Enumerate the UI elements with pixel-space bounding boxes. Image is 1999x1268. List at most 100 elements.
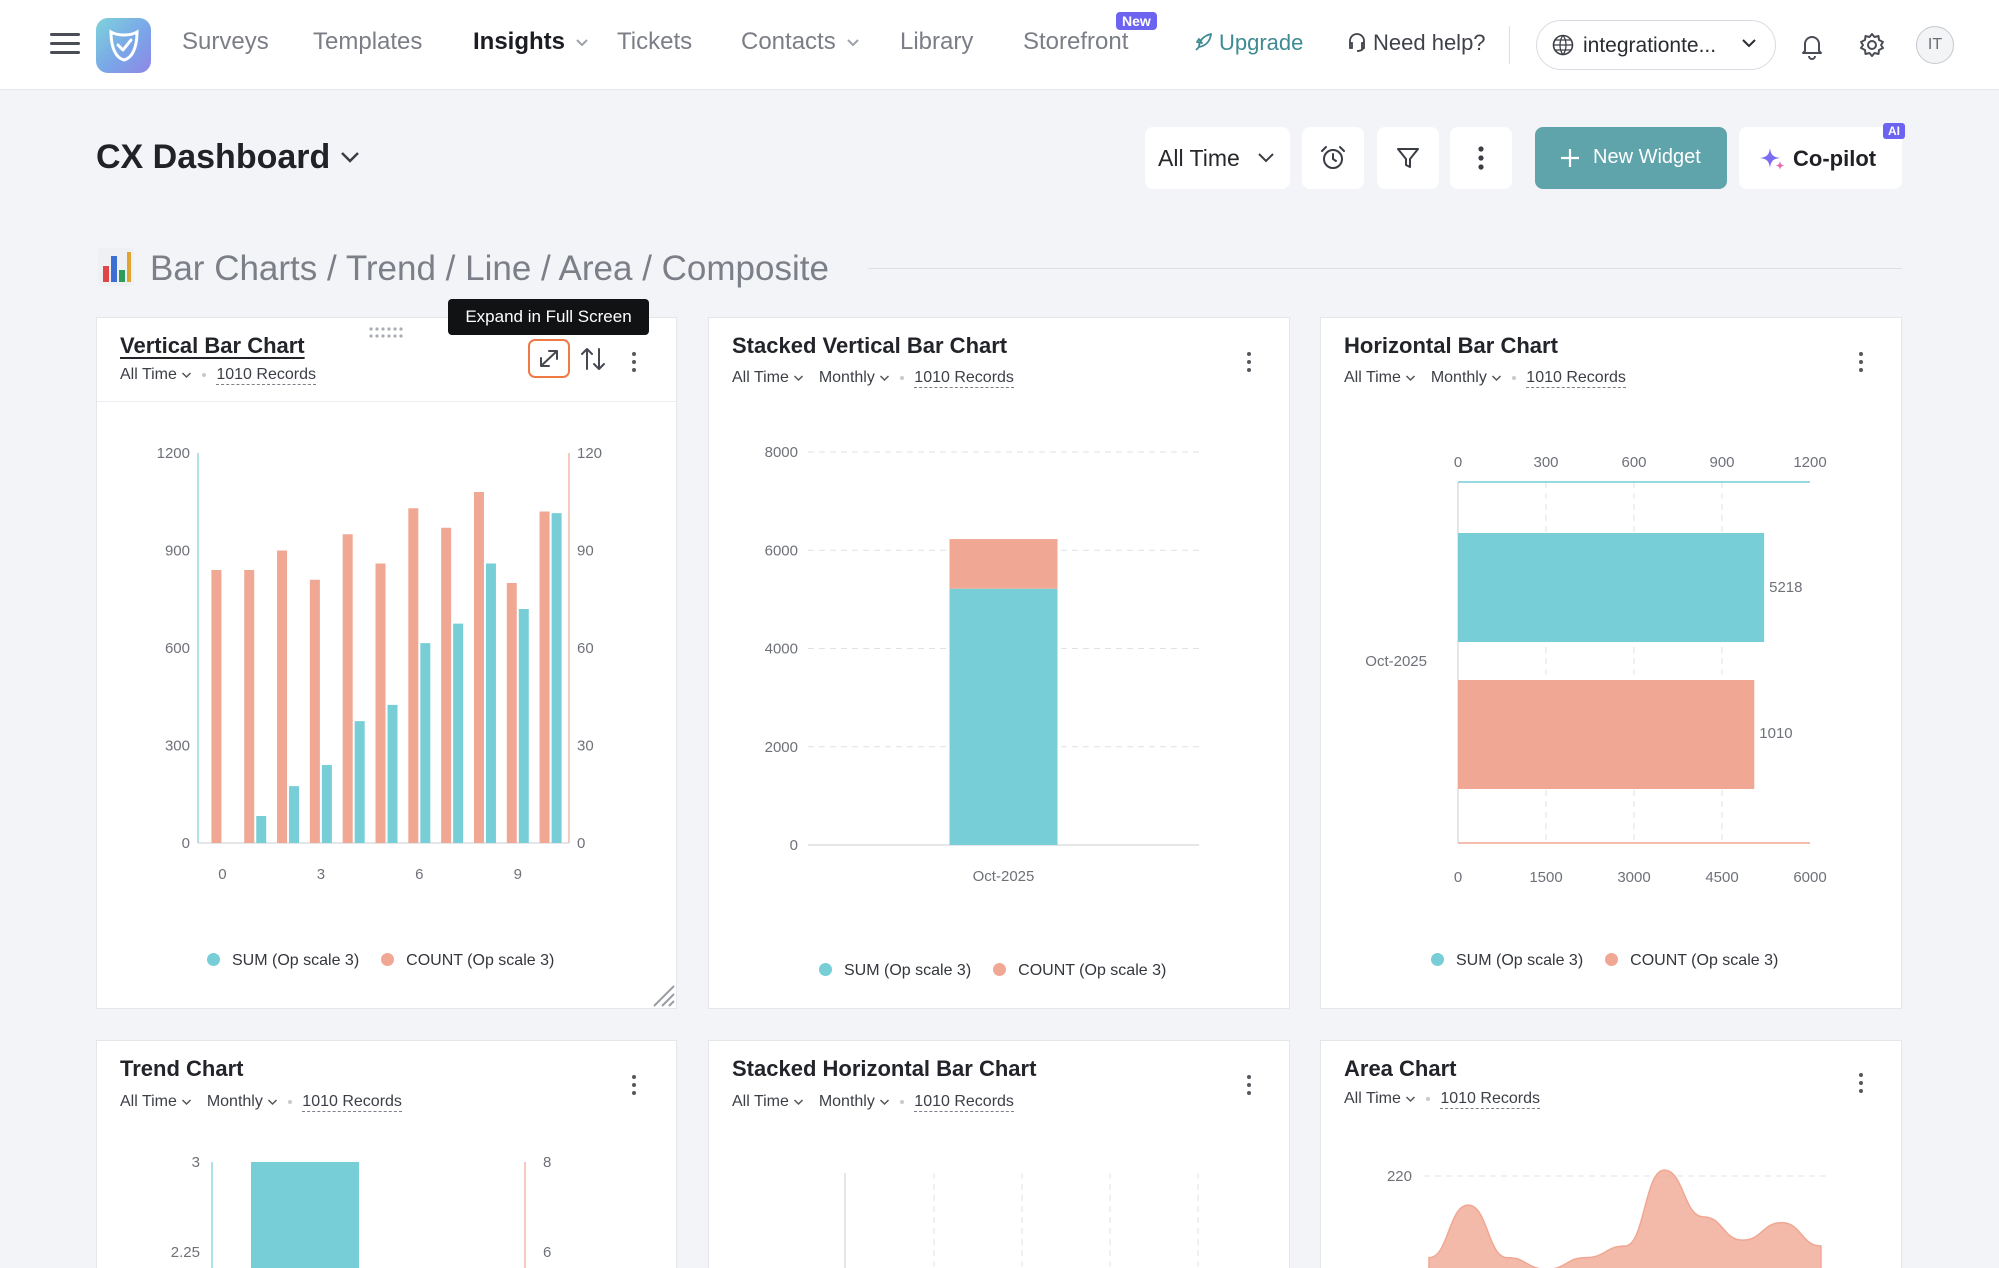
widget-time-filter[interactable]: All Time xyxy=(732,1093,804,1111)
bar-sum xyxy=(420,643,431,843)
widget-title[interactable]: Stacked Horizontal Bar Chart xyxy=(732,1056,1037,1081)
nav-tickets[interactable]: Tickets xyxy=(617,28,693,55)
bell-icon[interactable] xyxy=(1799,32,1825,60)
nav-insights[interactable]: Insights xyxy=(473,28,589,56)
nav-insights-label: Insights xyxy=(473,28,566,55)
widget-menu-button[interactable] xyxy=(625,348,643,376)
resize-handle-icon[interactable] xyxy=(650,982,676,1008)
widget-time-filter[interactable]: All Time xyxy=(1344,1090,1416,1108)
drag-handle-icon[interactable] xyxy=(368,326,408,340)
widget-stacked-vertical-bar-chart[interactable]: Stacked Vertical Bar Chart All Time Mont… xyxy=(708,317,1290,1009)
nav-surveys[interactable]: Surveys xyxy=(182,28,269,55)
y-tick-label: 220 xyxy=(1387,1168,1412,1185)
legend-swatch xyxy=(1605,953,1619,966)
bar-count xyxy=(949,539,1058,589)
nav-templates[interactable]: Templates xyxy=(313,28,423,55)
upgrade-link[interactable]: Upgrade xyxy=(1193,30,1303,56)
widget-meta: All Time 1010 Records xyxy=(1344,1090,1540,1109)
widget-period-filter[interactable]: Monthly xyxy=(1431,369,1502,387)
widget-menu-button[interactable] xyxy=(1240,348,1258,376)
legend-item-count[interactable]: COUNT (Op scale 3) xyxy=(1605,952,1778,970)
copilot-button[interactable]: Co-pilot xyxy=(1739,127,1902,189)
widget-records[interactable]: 1010 Records xyxy=(302,1093,402,1112)
widget-menu-button[interactable] xyxy=(1240,1071,1258,1099)
stacked-vertical-bar-chart-plot: 0 2000 4000 6000 8000 Oct-2025 xyxy=(765,444,1199,885)
widget-menu-button[interactable] xyxy=(1852,1069,1870,1097)
sort-icon[interactable] xyxy=(580,345,606,373)
nav-divider xyxy=(1509,26,1510,64)
y-tick-label-right: 6 xyxy=(543,1244,551,1261)
y-tick-label-right: 0 xyxy=(577,835,585,852)
y-tick-label: 6000 xyxy=(765,542,798,559)
more-options-button[interactable] xyxy=(1450,127,1512,189)
x-bottom-tick-label: 4500 xyxy=(1705,869,1738,886)
widget-time-filter[interactable]: All Time xyxy=(120,1093,192,1111)
widget-title[interactable]: Trend Chart xyxy=(120,1056,244,1081)
bar-count xyxy=(309,579,320,843)
x-bottom-tick-label: 3000 xyxy=(1617,869,1650,886)
widget-area-chart[interactable]: Area Chart All Time 1010 Records 220 xyxy=(1320,1040,1902,1268)
legend-label: COUNT (Op scale 3) xyxy=(1018,962,1167,979)
widget-period-filter[interactable]: Monthly xyxy=(819,1093,890,1111)
widget-records[interactable]: 1010 Records xyxy=(1526,369,1626,388)
widget-title[interactable]: Vertical Bar Chart xyxy=(120,333,305,358)
widget-stacked-horizontal-bar-chart[interactable]: Stacked Horizontal Bar Chart All Time Mo… xyxy=(708,1040,1290,1268)
legend-item-sum[interactable]: SUM (Op scale 3) xyxy=(1431,952,1583,970)
x-tick-label: 6 xyxy=(415,866,423,883)
gear-icon[interactable] xyxy=(1858,31,1886,59)
y-tick-label: 4000 xyxy=(765,641,798,658)
filter-button[interactable] xyxy=(1377,127,1439,189)
help-link[interactable]: Need help? xyxy=(1346,30,1486,56)
chevron-down-icon[interactable] xyxy=(338,148,362,166)
new-widget-button[interactable]: New Widget xyxy=(1535,127,1727,189)
dashboard-title: CX Dashboard xyxy=(96,138,331,176)
expand-fullscreen-button[interactable] xyxy=(528,339,570,378)
widget-period-filter[interactable]: Monthly xyxy=(819,369,890,387)
widget-vertical-bar-chart[interactable]: Vertical Bar Chart All Time 1010 Records… xyxy=(96,317,677,1009)
app-logo[interactable] xyxy=(96,18,151,73)
bar-count xyxy=(539,511,550,843)
area-series xyxy=(1428,1169,1822,1268)
legend-swatch xyxy=(819,963,832,976)
widget-time-filter[interactable]: All Time xyxy=(732,369,804,387)
widget-meta: All Time 1010 Records xyxy=(120,366,316,385)
schedule-button[interactable] xyxy=(1302,127,1364,189)
widget-title[interactable]: Horizontal Bar Chart xyxy=(1344,333,1558,358)
widget-menu-button[interactable] xyxy=(625,1071,643,1099)
nav-contacts[interactable]: Contacts xyxy=(741,28,860,56)
account-selector[interactable]: integrationte... xyxy=(1536,20,1776,70)
widget-time-filter[interactable]: All Time xyxy=(1344,369,1416,387)
trend-chart-plot: 3 2.25 8 6 xyxy=(171,1154,551,1268)
chevron-down-icon xyxy=(576,38,588,47)
widget-records[interactable]: 1010 Records xyxy=(914,369,1014,388)
widget-period-filter[interactable]: Monthly xyxy=(207,1093,278,1111)
widget-title[interactable]: Stacked Vertical Bar Chart xyxy=(732,333,1008,358)
legend-item-sum[interactable]: SUM (Op scale 3) xyxy=(819,962,971,980)
widget-records[interactable]: 1010 Records xyxy=(1440,1090,1540,1109)
menu-icon[interactable] xyxy=(50,31,80,57)
widget-menu-button[interactable] xyxy=(1852,348,1870,376)
y-tick-label-left: 1200 xyxy=(157,445,190,462)
chevron-down-icon xyxy=(847,38,859,47)
widget-trend-chart[interactable]: Trend Chart All Time Monthly 1010 Record… xyxy=(96,1040,677,1268)
separator-dot xyxy=(288,1099,293,1104)
user-avatar[interactable]: IT xyxy=(1916,26,1954,64)
horizontal-bar-chart-plot: 0 300 600 900 1200 0 1500 3000 4500 6000 5218 1010 O… xyxy=(1365,454,1826,886)
widget-records[interactable]: 1010 Records xyxy=(914,1093,1014,1112)
widget-horizontal-bar-chart[interactable]: Horizontal Bar Chart All Time Monthly 10… xyxy=(1320,317,1902,1009)
legend-item-sum[interactable]: SUM (Op scale 3) xyxy=(207,952,359,970)
nav-library[interactable]: Library xyxy=(900,28,974,55)
nav-storefront[interactable]: Storefront xyxy=(1023,28,1129,55)
legend-item-count[interactable]: COUNT (Op scale 3) xyxy=(993,962,1166,980)
sparkle-icon xyxy=(1760,148,1785,170)
bar-count xyxy=(441,527,452,843)
bar-sum xyxy=(453,623,464,843)
widget-records[interactable]: 1010 Records xyxy=(216,366,316,385)
widget-period-label: Monthly xyxy=(206,1093,263,1110)
widget-time-filter[interactable]: All Time xyxy=(120,366,192,384)
time-filter-select[interactable]: All Time xyxy=(1145,127,1290,189)
widget-title[interactable]: Area Chart xyxy=(1344,1056,1457,1081)
legend-item-count[interactable]: COUNT (Op scale 3) xyxy=(381,952,554,970)
time-filter-label: All Time xyxy=(1158,145,1240,171)
chevron-down-icon xyxy=(880,375,890,382)
